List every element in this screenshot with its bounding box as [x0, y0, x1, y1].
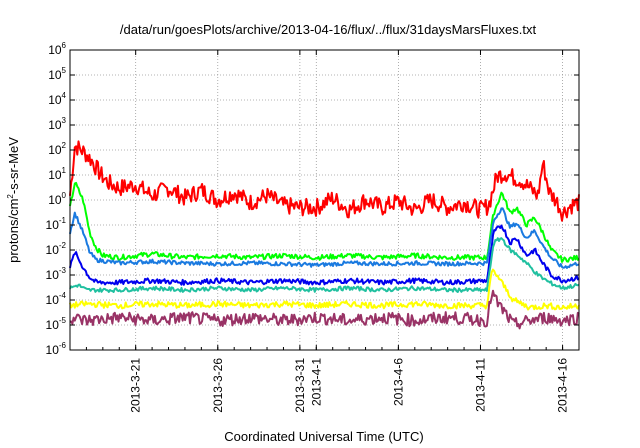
x-tick-label: 2013-4-11 [473, 358, 487, 412]
y-tick-label: 104 [48, 91, 66, 107]
y-tick-label: 10-3 [46, 266, 67, 282]
y-axis: 10-6 10-5 10-4 10-3 10-2 10-1 100 101 102 103 104 1… [46, 41, 579, 357]
y-tick-label: 101 [48, 166, 66, 182]
y-tick-label: 105 [48, 66, 66, 82]
series-line [69, 268, 580, 311]
x-tick-label: 2013-4-16 [556, 358, 570, 413]
y-tick-label: 10-4 [46, 291, 67, 307]
x-axis-label: Coordinated Universal Time (UTC) [224, 429, 423, 444]
series-line [69, 207, 580, 269]
x-tick-label: 2013-3-31 [293, 358, 307, 413]
series-line [69, 181, 580, 263]
series-layer [69, 140, 580, 330]
y-axis-label: protons/cm2-s-sr-MeV [6, 137, 21, 263]
y-tick-label: 102 [48, 141, 66, 157]
y-tick-label: 106 [48, 41, 66, 57]
y-tick-label: 103 [48, 116, 66, 132]
x-tick-label: 2013-4-1 [309, 358, 323, 406]
series-line [69, 237, 580, 293]
y-tick-label: 10-1 [46, 216, 67, 232]
y-tick-label: 100 [48, 191, 66, 207]
y-tick-label: 10-5 [46, 316, 67, 332]
x-tick-label: 2013-4-6 [391, 358, 405, 406]
x-tick-label: 2013-3-21 [129, 358, 143, 413]
y-tick-label: 10-6 [46, 341, 67, 357]
series-line [69, 140, 580, 222]
series-line [69, 224, 580, 286]
y-tick-label: 10-2 [46, 241, 67, 257]
x-axis: 2013-3-21 2013-3-26 2013-3-31 2013-4-1 2013-… [69, 50, 580, 413]
chart-title: /data/run/goesPlots/archive/2013-04-16/f… [120, 22, 537, 37]
series-line [69, 289, 580, 330]
x-tick-label: 2013-3-26 [211, 358, 225, 413]
